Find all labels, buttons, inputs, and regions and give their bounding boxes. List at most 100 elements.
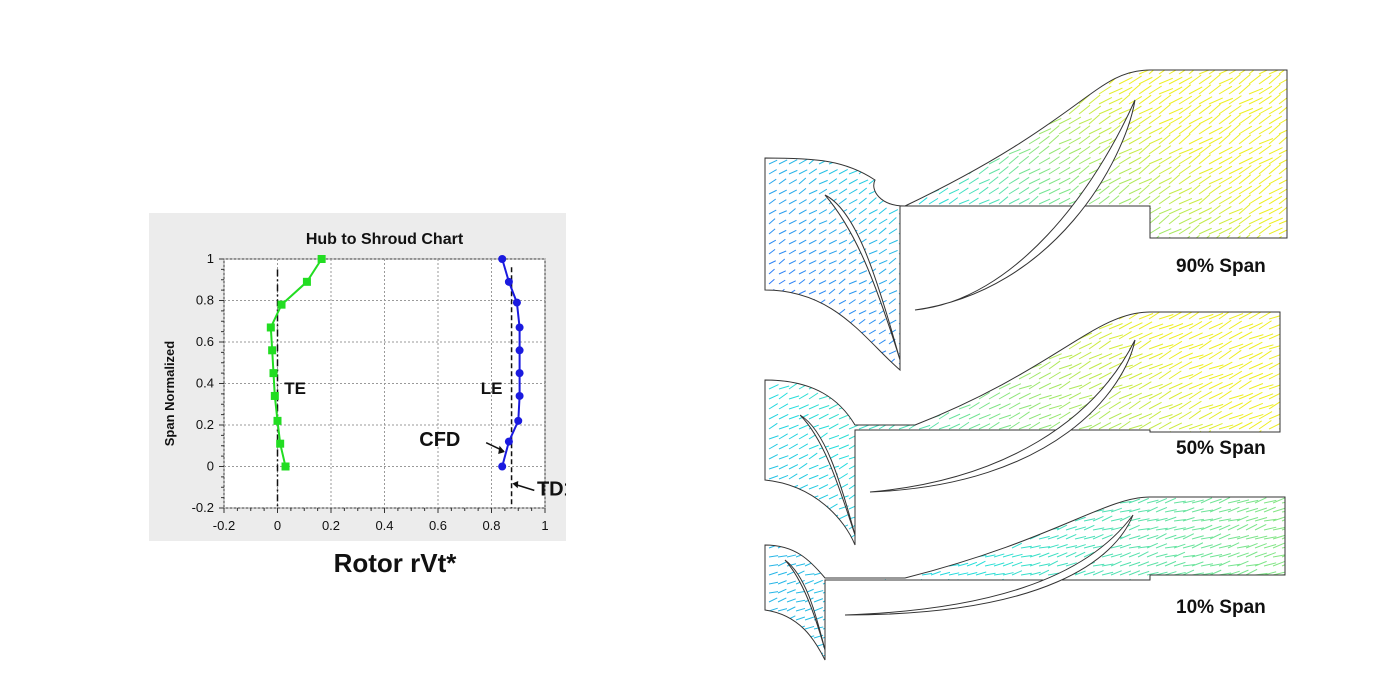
flow-arrow [858,375,871,380]
flow-arrow [998,318,1008,325]
flow-arrow [768,454,778,460]
flow-arrow [1101,652,1114,657]
flow-arrow [1254,635,1268,639]
flow-arrow [1118,453,1132,460]
flow-arrow [828,118,839,125]
flow-arrow [1068,512,1080,520]
flow-arrow [778,353,789,360]
flow-arrow [808,404,820,410]
flow-arrow [1098,70,1112,75]
flow-arrow [948,344,962,350]
flow-arrow [958,287,968,295]
flow-arrow [1263,526,1277,531]
flow-arrow [1278,76,1287,85]
flow-arrow [1074,633,1086,639]
flow-arrow [1238,400,1252,410]
flow-arrow [1119,624,1132,630]
flow-arrow [1258,295,1271,305]
flow-arrow [1158,484,1173,490]
flow-arrow [878,148,889,155]
flow-arrow [828,350,836,355]
flow-arrow [908,137,919,145]
flow-arrow [1238,174,1252,185]
flow-arrow [1182,569,1195,576]
flow-arrow [1108,177,1121,185]
flow-arrow [1218,518,1232,522]
flow-arrow [1188,154,1201,165]
flow-arrow [1128,464,1142,470]
flow-arrow [868,360,876,365]
flow-arrow [1088,268,1100,275]
flow-arrow [898,523,909,530]
flow-arrow [1268,432,1280,440]
flow-arrow [975,524,986,531]
flow-arrow [868,532,878,540]
flow-arrow [1238,353,1254,360]
flow-arrow [998,331,1011,340]
flow-arrow [813,590,824,594]
flow-arrow [1029,545,1041,549]
flow-arrow [1208,331,1223,340]
flow-arrow [921,535,932,540]
flow-arrow [1008,333,1022,340]
flow-arrow [1048,461,1060,470]
flow-arrow [1254,590,1268,594]
flow-arrow [1248,510,1261,520]
flow-arrow [1218,368,1231,370]
flow-arrow [818,355,830,360]
flow-arrow [898,199,909,205]
flow-arrow [1068,491,1080,500]
flow-arrow [1137,623,1149,630]
flow-arrow [1218,484,1233,490]
flow-arrow [769,58,778,64]
flow-arrow [1008,277,1018,285]
flow-arrow [921,545,933,549]
flow-arrow [898,332,910,340]
flow-arrow [786,535,796,540]
flow-arrow [898,492,909,500]
flow-arrow [966,498,978,504]
flow-arrow [1199,58,1213,64]
flow-arrow [768,534,778,540]
flow-arrow [838,106,848,115]
flow-arrow [768,525,778,531]
flow-arrow [1008,328,1018,335]
flow-arrow [928,493,939,500]
flow-arrow [1108,107,1123,115]
flow-arrow [808,127,817,135]
flow-arrow [958,374,972,380]
flow-arrow [1092,563,1105,567]
flow-arrow [903,570,914,576]
flow-arrow [1068,70,1082,75]
flow-arrow [1208,403,1224,410]
flow-arrow [1278,194,1287,205]
flow-arrow [998,349,1008,355]
flow-arrow [1148,484,1162,490]
flow-arrow [1254,653,1268,657]
flow-arrow [778,403,789,410]
flow-arrow [818,383,829,390]
flow-arrow [1263,518,1277,522]
flow-arrow [1119,616,1132,621]
hub-to-shroud-chart: -0.2 0 0.2 0.4 0.6 0.8 110.80.60.40.20-0.2Hub … [162,231,566,533]
flow-arrow [898,107,910,115]
flow-arrow [948,374,962,380]
flow-arrow [975,650,986,657]
flow-arrow [968,116,980,125]
flow-arrow [988,319,998,325]
flow-arrow [768,218,776,225]
flow-arrow [1068,384,1083,390]
flow-arrow [968,413,981,420]
flow-arrow [858,369,865,370]
flow-arrow [858,341,869,350]
flow-arrow [993,625,1005,630]
flow-arrow [1058,373,1072,380]
flow-arrow [1028,229,1040,235]
flow-arrow [768,128,778,135]
flow-arrow [1245,542,1258,549]
flow-arrow [1138,245,1149,255]
flow-arrow [1273,491,1285,494]
flow-arrow [918,352,931,360]
flow-arrow [768,343,779,350]
flow-arrow [939,516,950,522]
